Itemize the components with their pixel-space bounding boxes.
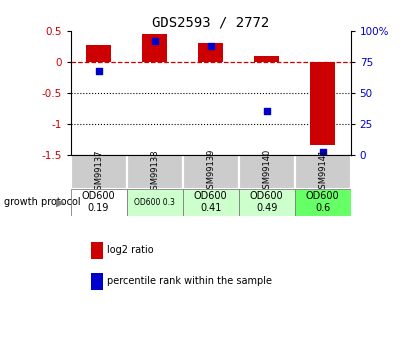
- Text: ▶: ▶: [56, 197, 65, 207]
- Bar: [239, 189, 295, 216]
- Text: OD600
0.19: OD600 0.19: [82, 191, 115, 213]
- Bar: [71, 189, 127, 216]
- Text: percentile rank within the sample: percentile rank within the sample: [107, 276, 272, 286]
- Point: [95, 68, 102, 73]
- Text: growth protocol: growth protocol: [4, 197, 81, 207]
- Bar: [71, 155, 127, 189]
- Bar: [254, 56, 279, 62]
- Bar: [86, 45, 111, 62]
- Text: OD600 0.3: OD600 0.3: [134, 198, 175, 207]
- Point: [320, 149, 326, 155]
- Title: GDS2593 / 2772: GDS2593 / 2772: [152, 16, 269, 30]
- Text: OD600
0.6: OD600 0.6: [306, 191, 339, 213]
- Text: OD600
0.49: OD600 0.49: [250, 191, 283, 213]
- Bar: [198, 43, 223, 62]
- Text: GSM99137: GSM99137: [94, 149, 103, 195]
- Point: [264, 109, 270, 114]
- Bar: [295, 155, 351, 189]
- Text: OD600
0.41: OD600 0.41: [194, 191, 227, 213]
- Bar: [127, 155, 183, 189]
- Bar: [127, 189, 183, 216]
- Bar: [183, 155, 239, 189]
- Text: GSM99141: GSM99141: [318, 149, 327, 195]
- Bar: [295, 189, 351, 216]
- Text: GSM99138: GSM99138: [150, 149, 159, 195]
- Point: [152, 38, 158, 44]
- Bar: [239, 155, 295, 189]
- Bar: [142, 33, 167, 62]
- Text: log2 ratio: log2 ratio: [107, 245, 154, 255]
- Bar: [310, 62, 335, 146]
- Text: GSM99139: GSM99139: [206, 149, 215, 195]
- Point: [208, 43, 214, 49]
- Bar: [183, 189, 239, 216]
- Text: GSM99140: GSM99140: [262, 149, 271, 195]
